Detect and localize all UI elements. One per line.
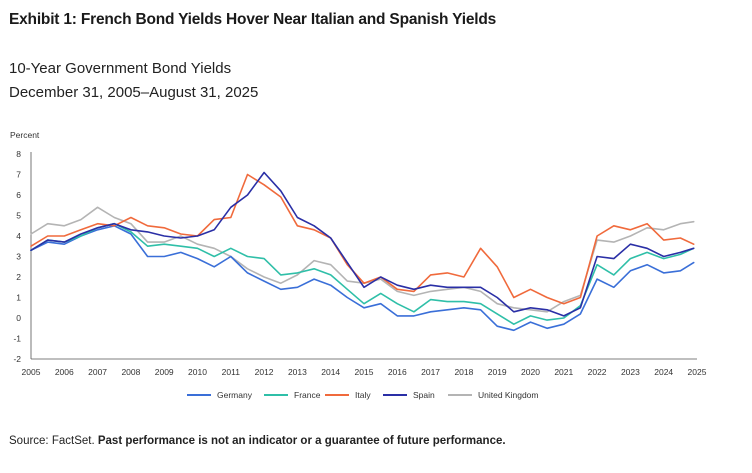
legend-item-spain: Spain [383, 390, 435, 400]
legend-item-italy: Italy [325, 390, 371, 400]
y-tick-label: -1 [13, 334, 21, 344]
y-tick-label: 1 [16, 293, 21, 303]
source-prefix: Source: FactSet. [9, 435, 95, 447]
y-tick-label: 5 [16, 211, 21, 221]
y-tick-label: 8 [16, 149, 21, 159]
chart-date-range: December 31, 2005–August 31, 2025 [9, 84, 259, 101]
x-tick-label: 2023 [621, 367, 640, 377]
x-tick-label: 2017 [421, 367, 440, 377]
exhibit-title: Exhibit 1: French Bond Yields Hover Near… [9, 11, 497, 28]
legend-label: United Kingdom [478, 390, 539, 400]
legend-label: Italy [355, 390, 371, 400]
x-tick-label: 2019 [488, 367, 507, 377]
x-tick-label: 2012 [255, 367, 274, 377]
legend-swatch [187, 394, 211, 396]
y-tick-label: 3 [16, 252, 21, 262]
x-tick-label: 2008 [121, 367, 140, 377]
series-line-italy [30, 173, 695, 305]
x-tick-label: 2006 [55, 367, 74, 377]
chart-legend: Germany France Italy Spain United Kingdom [0, 390, 752, 404]
series-lines [30, 171, 695, 332]
y-axis-unit-label: Percent [10, 130, 40, 140]
x-tick-label: 2011 [222, 367, 241, 377]
disclaimer: Past performance is not an indicator or … [97, 435, 506, 447]
series-line-united-kingdom [30, 206, 695, 313]
y-tick-label: 6 [16, 190, 21, 200]
legend-item-france: France [264, 390, 320, 400]
series-line-france [30, 222, 695, 325]
source-note: Source: FactSet. Past performance is not… [9, 435, 506, 447]
legend-label: France [294, 390, 321, 400]
x-tick-label: 2018 [454, 367, 473, 377]
legend-item-united-kingdom: United Kingdom [448, 390, 538, 400]
x-tick-label: 2009 [155, 367, 174, 377]
x-tick-label: 2025 [688, 367, 707, 377]
legend-item-germany: Germany [187, 390, 252, 400]
x-axis-ticks: 2005 2006 2007 2008 2009 2010 2011 2012 2013 2014… [22, 367, 707, 377]
x-tick-label: 2020 [521, 367, 540, 377]
series-line-spain [30, 171, 695, 317]
x-tick-label: 2010 [188, 367, 207, 377]
chart-subtitle: 10-Year Government Bond Yields [9, 60, 232, 77]
x-tick-label: 2007 [88, 367, 107, 377]
legend-swatch [264, 394, 288, 396]
y-tick-label: 7 [16, 170, 21, 180]
legend-label: Germany [217, 390, 252, 400]
x-tick-label: 2024 [654, 367, 673, 377]
x-tick-label: 2005 [22, 367, 41, 377]
legend-swatch [448, 394, 472, 396]
x-tick-label: 2016 [388, 367, 407, 377]
x-tick-label: 2013 [288, 367, 307, 377]
legend-label: Spain [413, 390, 435, 400]
y-tick-label: 2 [16, 272, 21, 282]
x-tick-label: 2014 [321, 367, 340, 377]
y-tick-label: -2 [13, 354, 21, 364]
series-line-germany [30, 225, 695, 332]
y-axis-ticks: -2 -1 0 1 2 3 4 5 6 7 8 [13, 149, 21, 364]
legend-swatch [325, 394, 349, 396]
x-tick-label: 2022 [588, 367, 607, 377]
x-tick-label: 2021 [554, 367, 573, 377]
y-tick-label: 4 [16, 231, 21, 241]
x-tick-label: 2015 [355, 367, 374, 377]
legend-swatch [383, 394, 407, 396]
axes [30, 152, 697, 360]
y-tick-label: 0 [16, 313, 21, 323]
